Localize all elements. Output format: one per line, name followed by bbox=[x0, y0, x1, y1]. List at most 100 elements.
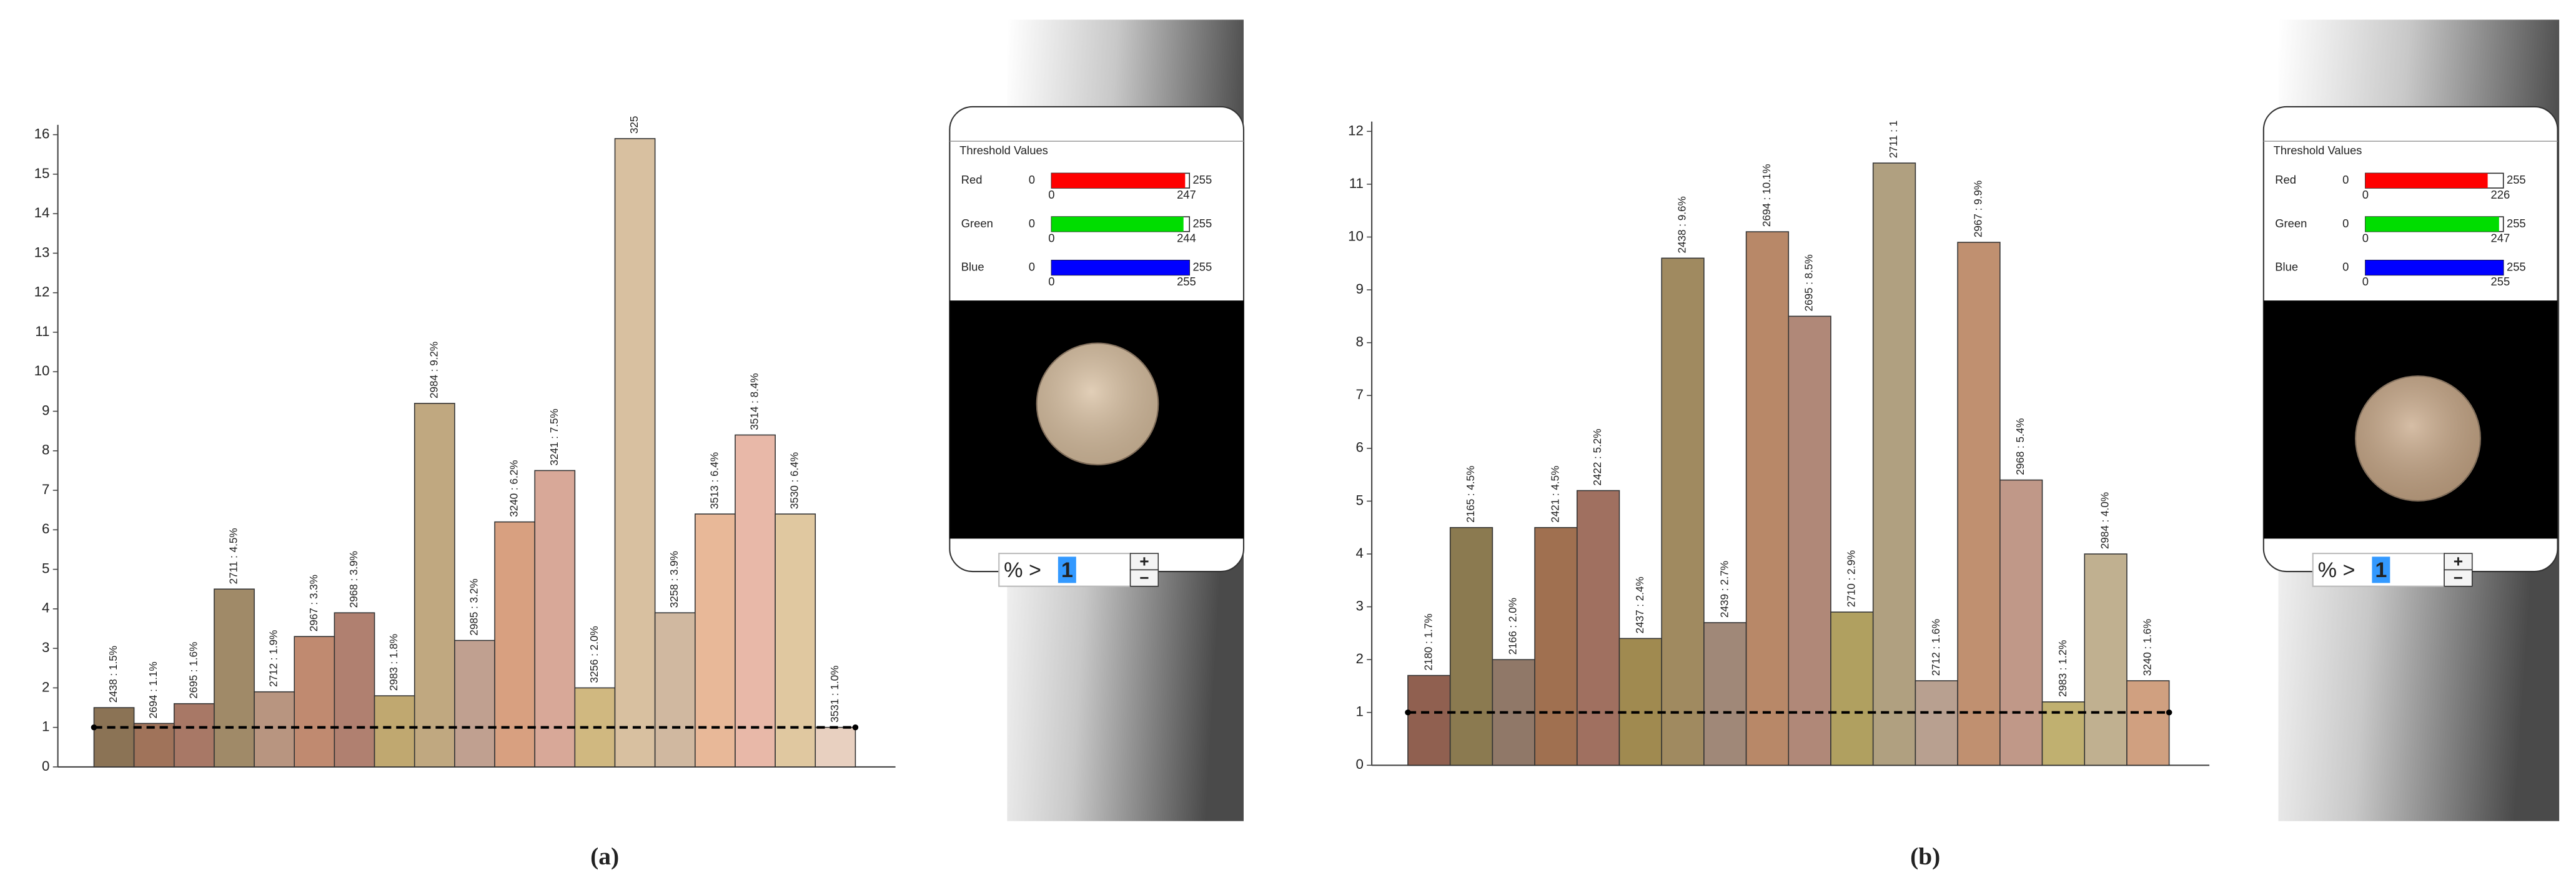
bar bbox=[1872, 162, 1916, 766]
channel-low: 0 bbox=[2362, 231, 2369, 244]
channel-min: 0 bbox=[1029, 260, 1035, 273]
channel-high: 255 bbox=[1177, 275, 1196, 288]
y-tick-label: 5 bbox=[42, 560, 49, 576]
bar-label: 3240 : 6.2% bbox=[508, 460, 520, 517]
bar-label: 2985 : 3.2% bbox=[468, 578, 480, 635]
input-highlight bbox=[2372, 556, 2390, 583]
bar bbox=[254, 691, 295, 768]
bar bbox=[534, 470, 576, 768]
bar-label: 2711 : 4.5% bbox=[228, 528, 240, 584]
bar-label: 2437 : 2.4% bbox=[1634, 576, 1646, 633]
bar bbox=[494, 521, 535, 768]
caption: (a) bbox=[590, 843, 619, 870]
y-tick-label: 14 bbox=[34, 205, 50, 220]
spin-button[interactable] bbox=[2444, 569, 2473, 587]
y-tick-label: 2 bbox=[42, 679, 49, 695]
bar-label: 3240 : 1.6% bbox=[2141, 619, 2153, 676]
channel-min: 0 bbox=[2342, 260, 2349, 273]
bar bbox=[133, 723, 175, 768]
slider-fill bbox=[1051, 173, 1186, 189]
spin-button-label[interactable]: + bbox=[2454, 551, 2463, 570]
bar bbox=[1618, 638, 1662, 766]
bar-label: 2166 : 2.0% bbox=[1507, 598, 1519, 655]
channel-low: 0 bbox=[1048, 188, 1054, 201]
spin-button[interactable] bbox=[1129, 569, 1159, 587]
bar-label: 2422 : 5.2% bbox=[1592, 428, 1603, 485]
bar bbox=[1957, 242, 2001, 766]
y-tick-label: 6 bbox=[42, 521, 49, 537]
spin-button-label[interactable]: − bbox=[1139, 568, 1149, 587]
sample-shade bbox=[1036, 343, 1159, 465]
channel-name: Green bbox=[2275, 217, 2307, 230]
bar-label: 2694 : 1.1% bbox=[147, 661, 159, 718]
input-prefix: % > bbox=[1004, 558, 1041, 582]
channel-high: 244 bbox=[1177, 231, 1196, 244]
bar bbox=[374, 695, 415, 768]
slider-fill bbox=[1051, 217, 1184, 232]
bar-label: 2439 : 2.7% bbox=[1718, 561, 1730, 618]
bar-label: 3241 : 7.5% bbox=[548, 408, 560, 465]
channel-max: 255 bbox=[2507, 173, 2526, 186]
y-tick-label: 10 bbox=[34, 363, 50, 378]
channel-name: Blue bbox=[961, 260, 984, 273]
input-value: 1 bbox=[1061, 558, 1073, 582]
bar bbox=[654, 612, 696, 768]
bar-label: 2438 : 1.5% bbox=[107, 646, 119, 703]
bar bbox=[614, 138, 656, 768]
channel-max: 255 bbox=[2507, 217, 2526, 230]
channel-high: 255 bbox=[2491, 275, 2510, 288]
bar-label: 3531 : 1.0% bbox=[829, 666, 841, 723]
channel-high: 247 bbox=[1177, 188, 1196, 201]
y-tick-label: 0 bbox=[42, 758, 49, 774]
spin-button-label[interactable]: − bbox=[2454, 568, 2463, 587]
bar-label: 3513 : 6.4% bbox=[708, 452, 720, 509]
channel-high: 247 bbox=[2491, 231, 2510, 244]
channel-max: 255 bbox=[2507, 260, 2526, 273]
bar bbox=[695, 513, 736, 768]
slider-fill bbox=[2365, 173, 2488, 189]
bar bbox=[173, 703, 215, 768]
bar-label: 2968 : 3.9% bbox=[348, 551, 360, 608]
bar bbox=[815, 726, 856, 768]
spin-button-label[interactable]: + bbox=[1139, 551, 1149, 570]
bar-label: 2984 : 4.0% bbox=[2099, 492, 2111, 549]
threshold-point bbox=[852, 724, 859, 731]
channel-min: 0 bbox=[2342, 217, 2349, 230]
slider-fill bbox=[2365, 260, 2504, 275]
channel-name: Green bbox=[961, 217, 993, 230]
bar bbox=[1999, 479, 2043, 766]
bar bbox=[775, 513, 816, 768]
y-tick-label: 4 bbox=[1356, 545, 1364, 561]
input-value: 1 bbox=[2375, 558, 2387, 582]
bar bbox=[334, 612, 375, 768]
bar-label: 2967 : 3.3% bbox=[308, 575, 320, 631]
y-tick-label: 7 bbox=[1356, 387, 1364, 402]
bar bbox=[1449, 527, 1494, 766]
bar bbox=[1830, 611, 1874, 766]
channel-max: 255 bbox=[1192, 173, 1212, 186]
bar bbox=[1576, 490, 1620, 766]
y-tick-label: 1 bbox=[1356, 704, 1364, 719]
y-tick-label: 3 bbox=[42, 640, 49, 655]
y-tick-label: 8 bbox=[42, 442, 49, 458]
bar bbox=[2126, 680, 2170, 766]
bar-label: 2984 : 9.2% bbox=[428, 342, 440, 398]
bar-label: 2967 : 9.9% bbox=[1972, 180, 1984, 237]
channel-low: 0 bbox=[2362, 275, 2369, 288]
y-tick-label: 4 bbox=[42, 600, 49, 616]
bar-label: 2983 : 1.8% bbox=[388, 634, 400, 691]
bar bbox=[1661, 257, 1705, 766]
y-tick-label: 3 bbox=[1356, 598, 1364, 613]
channel-name: Red bbox=[961, 173, 983, 186]
channel-min: 0 bbox=[2342, 173, 2349, 186]
threshold-point bbox=[2166, 709, 2172, 716]
y-tick-label: 12 bbox=[1348, 122, 1364, 138]
bar bbox=[2084, 553, 2128, 766]
bar bbox=[1745, 231, 1790, 766]
y-tick-label: 9 bbox=[1356, 281, 1364, 297]
bar bbox=[1407, 675, 1451, 766]
bar-label: 3256 : 2.0% bbox=[588, 626, 600, 683]
spin-button[interactable] bbox=[2444, 553, 2473, 571]
input-prefix: % > bbox=[2318, 558, 2356, 582]
